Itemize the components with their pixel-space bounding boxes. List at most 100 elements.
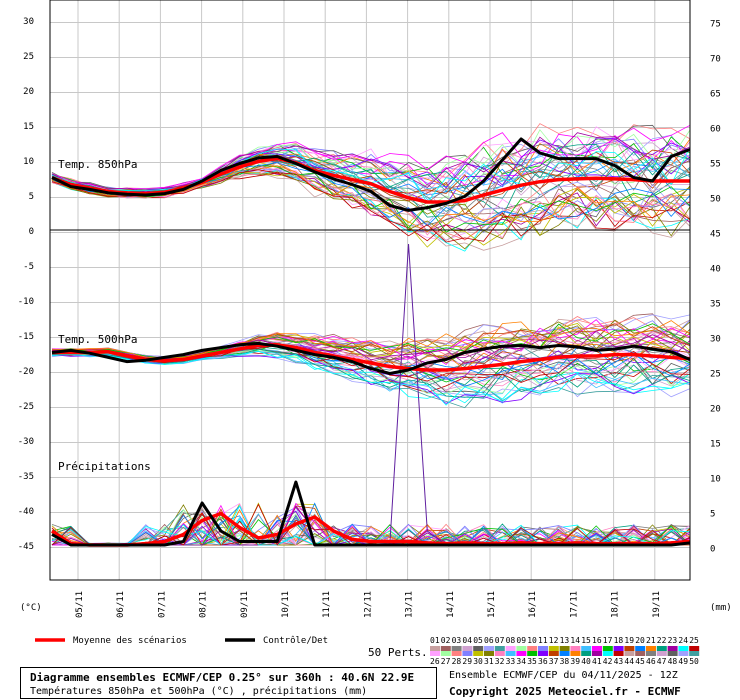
left-tick-label: -5	[23, 262, 34, 272]
right-tick-label: 60	[710, 125, 721, 135]
pert-swatch	[505, 651, 516, 656]
pert-swatch	[559, 646, 570, 651]
pert-precip-line	[51, 503, 691, 546]
pert-number: 34	[516, 657, 526, 665]
left-tick-label: 30	[23, 17, 34, 27]
pert-swatch	[548, 651, 559, 656]
pert-swatch	[538, 646, 548, 651]
pert-swatch	[440, 646, 451, 651]
pert-swatch	[440, 651, 451, 656]
pert-number: 17	[603, 636, 613, 645]
footer-title: Diagramme ensembles ECMWF/CEP 0.25° sur …	[30, 671, 415, 684]
left-axis: 30 25 20 15 10 5 0 -5 -10 -15 -20 -25 -30 -35 -40 -45	[18, 17, 34, 552]
pert-swatch	[516, 651, 527, 656]
x-tick-label: 12/11	[363, 591, 373, 618]
x-tick-label: 17/11	[569, 591, 579, 618]
pert-swatch	[635, 646, 646, 651]
pert-number: 04	[462, 636, 472, 645]
left-tick-label: 5	[29, 192, 34, 202]
pert-t500-line	[51, 350, 691, 406]
pert-t850-line	[51, 143, 691, 193]
left-tick-label: 15	[23, 122, 34, 132]
left-tick-label: -10	[18, 297, 34, 307]
run-info: Ensemble ECMWF/CEP du 04/11/2025 - 12Z	[449, 670, 678, 681]
x-tick-label: 18/11	[611, 591, 621, 618]
right-tick-label: 75	[710, 20, 721, 30]
legend-det-label: Contrôle/Det	[263, 635, 328, 646]
pert-swatch	[473, 651, 484, 656]
pert-number: 40	[581, 657, 591, 665]
x-tick-label: 11/11	[322, 591, 332, 618]
control-t500-line	[51, 341, 691, 375]
pert-t850-line	[51, 124, 691, 190]
pert-swatch	[484, 646, 494, 651]
legend-mean-label: Moyenne des scénarios	[73, 635, 187, 646]
pert-swatch	[473, 646, 484, 651]
pert-number: 36	[538, 657, 548, 665]
pert-number: 38	[560, 657, 570, 665]
pert-number: 16	[592, 636, 602, 645]
x-tick-label: 16/11	[528, 591, 538, 618]
pert-swatch	[646, 646, 656, 651]
pert-swatch	[689, 651, 700, 656]
x-tick-label: 15/11	[487, 591, 497, 618]
pert-swatch	[451, 646, 462, 651]
x-tick-label: 14/11	[446, 591, 456, 618]
pert-number: 46	[646, 657, 656, 665]
right-tick-label: 50	[710, 195, 721, 205]
pert-swatch	[484, 651, 494, 656]
left-tick-label: -35	[18, 472, 34, 482]
pert-swatch	[656, 646, 667, 651]
pert-swatch	[624, 646, 635, 651]
plot-frame	[49, 0, 691, 581]
pert-number: 44	[624, 657, 634, 665]
x-tick-label: 19/11	[652, 591, 662, 618]
mean-precip-line	[51, 511, 691, 547]
pert-swatch	[689, 646, 700, 651]
pert-number: 33	[506, 657, 516, 665]
pert-number: 20	[635, 636, 645, 645]
left-tick-label: 20	[23, 87, 34, 97]
left-tick-label: 10	[23, 157, 34, 167]
pert-swatch	[505, 646, 516, 651]
pert-number: 39	[570, 657, 580, 665]
pert-number: 01	[430, 636, 440, 645]
pert-swatch	[667, 646, 678, 651]
pert-number: 09	[516, 636, 526, 645]
pert-swatch	[678, 651, 689, 656]
perts-legend: 01 26 02 27 03 28 04 29 05 30 06 31 07 32 08 33 09 34 10 35…	[430, 636, 700, 665]
control-t850-line	[51, 137, 691, 212]
pert-swatch	[570, 646, 581, 651]
pert-number: 05	[473, 636, 483, 645]
pert-number: 14	[570, 636, 580, 645]
pert-swatch	[494, 646, 505, 651]
pert-number: 47	[657, 657, 667, 665]
pert-swatch	[635, 651, 646, 656]
right-tick-label: 55	[710, 160, 721, 170]
pert-number: 24	[678, 636, 688, 645]
panel-label-t500: Temp. 500hPa	[58, 333, 137, 346]
pert-number: 23	[668, 636, 678, 645]
control-precip-line	[51, 480, 691, 547]
x-tick-label: 13/11	[405, 591, 415, 618]
left-axis-unit: (°C)	[20, 603, 42, 613]
pert-number: 50	[689, 657, 699, 665]
pert-number: 22	[657, 636, 667, 645]
pert-number: 42	[603, 657, 613, 665]
legend-perts-label: 50 Perts.	[368, 646, 428, 659]
pert-swatch	[602, 646, 613, 651]
left-tick-label: -30	[18, 437, 34, 447]
pert-swatch	[667, 651, 678, 656]
pert-swatch	[527, 646, 538, 651]
pert-swatch	[602, 651, 613, 656]
left-tick-label: 0	[29, 227, 34, 237]
pert-precip-line	[51, 513, 691, 546]
pert-number: 28	[452, 657, 462, 665]
right-tick-label: 0	[710, 545, 715, 555]
right-tick-label: 10	[710, 475, 721, 485]
pert-number: 26	[430, 657, 440, 665]
pert-swatch	[570, 651, 581, 656]
x-tick-label: 06/11	[116, 591, 126, 618]
pert-number: 15	[581, 636, 591, 645]
